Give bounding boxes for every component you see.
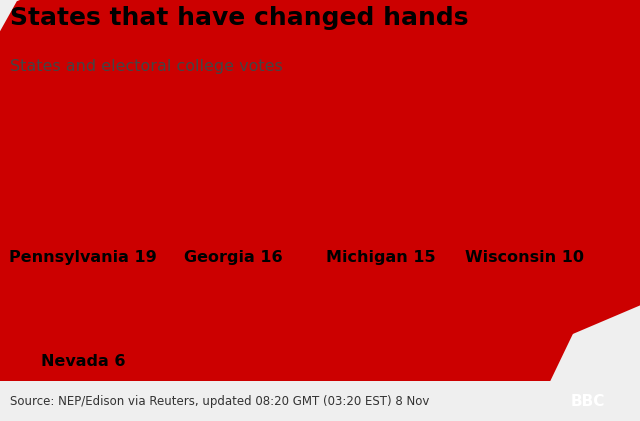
Text: Pennsylvania 19: Pennsylvania 19 [10, 250, 157, 264]
Text: Michigan 15: Michigan 15 [326, 250, 436, 264]
Text: Republican gains: Republican gains [10, 97, 170, 115]
Polygon shape [312, 0, 640, 347]
Polygon shape [100, 0, 640, 334]
Text: Georgia 16: Georgia 16 [184, 250, 283, 264]
Text: Source: NEP/Edison via Reuters, updated 08:20 GMT (03:20 EST) 8 Nov: Source: NEP/Edison via Reuters, updated … [10, 394, 429, 408]
Polygon shape [0, 0, 517, 416]
Text: States that have changed hands: States that have changed hands [10, 6, 468, 30]
Text: Wisconsin 10: Wisconsin 10 [465, 250, 584, 264]
Polygon shape [102, 76, 640, 198]
Text: BBC: BBC [571, 394, 605, 409]
Text: Nevada 6: Nevada 6 [41, 354, 125, 369]
Text: States and electoral college votes: States and electoral college votes [10, 59, 283, 74]
Polygon shape [0, 21, 602, 390]
Polygon shape [0, 128, 419, 421]
